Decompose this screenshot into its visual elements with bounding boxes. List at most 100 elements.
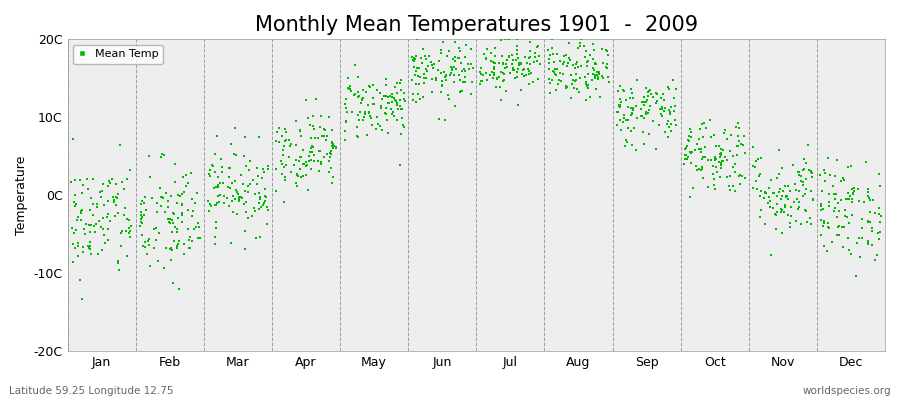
Point [109,194,123,200]
Point [629,147,643,153]
Point [115,179,130,186]
Point [166,220,180,226]
Point [588,75,602,82]
Point [841,235,855,241]
Point [611,88,625,94]
Point [270,128,284,135]
Point [461,61,475,68]
Point [255,175,269,182]
Point [716,146,730,153]
Point [542,56,556,62]
Point [559,82,573,89]
Point [164,257,178,264]
Point [145,195,159,201]
Point [68,245,82,252]
Point [747,164,761,170]
Point [406,57,420,63]
Point [637,102,652,108]
Point [223,240,238,246]
Point [599,47,614,54]
Point [379,76,393,82]
Point [802,166,816,173]
Point [509,47,524,53]
Point [226,192,240,199]
Point [487,64,501,71]
Point [497,71,511,77]
Point [868,257,883,263]
Point [860,218,875,225]
Point [624,86,638,93]
Point [374,96,389,102]
Point [343,86,357,92]
Point [760,200,775,206]
Point [228,196,242,202]
Point [616,88,631,94]
Point [90,201,104,208]
Point [158,245,173,251]
Point [453,89,467,96]
Point [692,166,706,172]
Point [419,56,434,62]
Point [350,132,365,139]
Point [493,37,508,43]
Point [236,181,250,188]
Point [342,84,356,91]
Point [338,96,353,102]
Point [773,206,788,212]
Point [554,70,568,76]
Point [830,232,844,238]
Point [592,69,607,75]
Point [825,239,840,245]
Point [625,110,639,116]
Point [365,94,380,101]
Point [656,108,670,114]
Point [496,60,510,66]
Point [74,217,88,223]
Point [223,185,238,192]
Point [428,77,443,83]
Point [416,94,430,100]
Point [502,54,517,60]
Point [750,186,764,192]
Point [356,117,370,123]
Point [440,53,454,59]
Point [517,73,531,79]
Point [135,220,149,226]
Point [479,56,493,62]
Point [510,51,525,58]
Point [434,89,448,95]
Point [464,90,478,97]
Point [211,174,225,180]
Point [666,108,680,114]
Point [207,185,221,192]
Point [272,139,286,145]
Point [852,198,867,204]
Point [139,207,153,213]
Point [221,174,236,181]
Point [107,199,122,205]
Point [76,182,90,188]
Point [476,72,491,78]
Point [500,57,515,63]
Point [683,160,698,166]
Point [309,96,323,102]
Point [431,67,446,74]
Point [814,172,828,179]
Point [397,124,411,130]
Point [268,138,283,144]
Point [624,104,638,111]
Point [191,220,205,226]
Point [252,206,266,212]
Point [310,135,325,142]
Point [292,158,306,164]
Point [238,134,252,140]
Point [370,86,384,93]
Point [384,94,399,100]
Point [208,202,222,208]
Point [390,117,404,123]
Point [80,243,94,250]
Point [409,72,423,78]
Point [425,89,439,96]
Point [413,96,428,102]
Point [208,151,222,158]
